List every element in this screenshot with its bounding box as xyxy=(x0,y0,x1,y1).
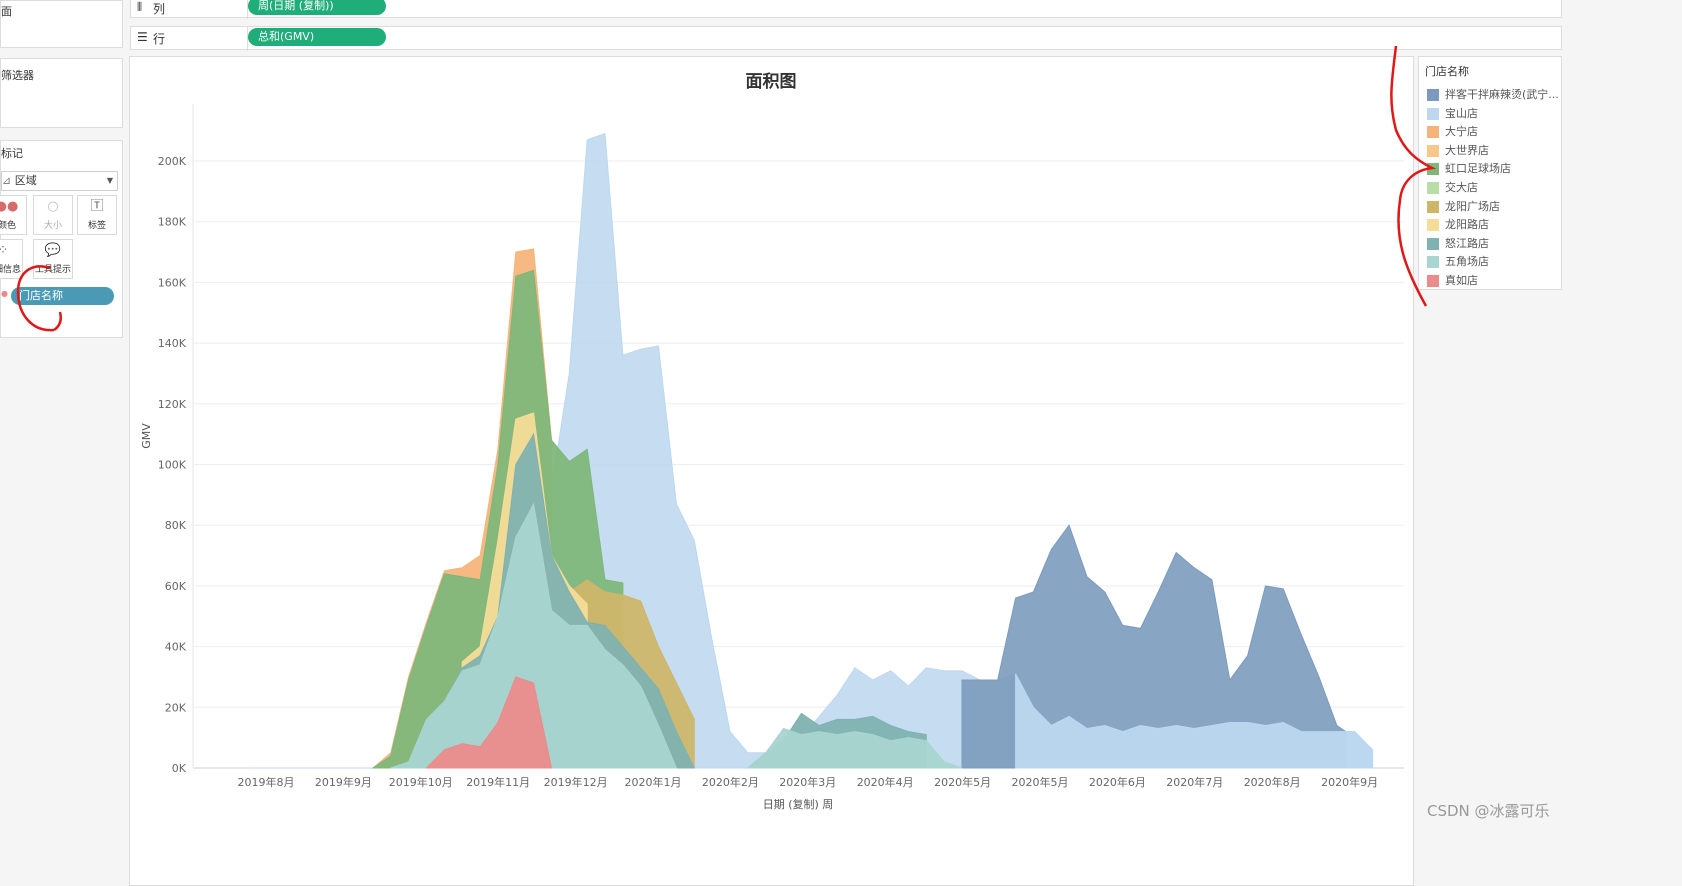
legend-swatch xyxy=(1427,219,1439,232)
legend-label: 大世界店 xyxy=(1445,143,1489,157)
legend-swatch xyxy=(1427,275,1439,287)
size-icon: ○ xyxy=(47,199,59,214)
legend-swatch xyxy=(1427,107,1439,120)
color-field-dots-icon: ● xyxy=(1,289,8,298)
color-dots-icon: ●● xyxy=(0,199,19,214)
legend-swatch xyxy=(1427,182,1439,194)
legend-label: 交大店 xyxy=(1445,181,1478,194)
color-button[interactable]: ●● 颜色 xyxy=(0,195,27,235)
legend-swatch xyxy=(1427,89,1439,101)
legend-item[interactable]: 拌客干拌麻辣烫(武宁... xyxy=(1427,87,1559,103)
mark-type-label: 区域 xyxy=(14,174,37,187)
marks-label: 标记 xyxy=(1,147,23,160)
columns-pill[interactable]: 周(日期 (复制)) xyxy=(248,0,386,15)
legend-item[interactable]: 龙阳广场店 xyxy=(1427,199,1500,215)
legend-label: 龙阳路店 xyxy=(1445,218,1489,232)
detail-icon: ⁘ xyxy=(0,240,22,262)
legend-swatch xyxy=(1427,126,1439,139)
color-field-pill[interactable]: 门店名称 xyxy=(11,287,114,305)
legend-swatch xyxy=(1427,200,1439,213)
legend-item[interactable]: 宝山店 xyxy=(1427,106,1478,122)
legend-label: 五角场店 xyxy=(1445,255,1489,269)
legend-label: 真如店 xyxy=(1445,274,1478,287)
area-mark-icon: ⊿ xyxy=(2,174,12,187)
legend-label: 大宁店 xyxy=(1445,125,1478,139)
size-button[interactable]: ○ 大小 xyxy=(33,195,73,235)
size-button-label: 大小 xyxy=(43,221,62,231)
chart-panel xyxy=(129,56,1414,886)
pages-card: 面 xyxy=(0,0,123,48)
label-button-label: 标签 xyxy=(87,221,106,231)
pages-label: 面 xyxy=(1,5,12,18)
label-button[interactable]: 🅃 标签 xyxy=(77,195,117,235)
legend-item[interactable]: 交大店 xyxy=(1427,180,1478,196)
legend-item[interactable]: 大宁店 xyxy=(1427,124,1478,140)
columns-shelf[interactable]: ⫴ 列 xyxy=(130,0,1562,19)
legend-swatch xyxy=(1427,237,1439,250)
mark-type-dropdown[interactable]: ⊿ 区域 ▼ xyxy=(1,171,118,191)
label-icon: 🅃 xyxy=(90,199,104,214)
legend-title: 门店名称 xyxy=(1425,65,1469,78)
legend-item[interactable]: 五角场店 xyxy=(1427,254,1489,270)
filters-label: 筛选器 xyxy=(1,69,34,82)
columns-icon: ⫴ xyxy=(137,0,143,14)
detail-button[interactable]: ⁘ 详细信息 xyxy=(0,239,23,279)
detail-button-label: 详细信息 xyxy=(0,265,21,275)
chevron-down-icon: ▼ xyxy=(106,176,113,185)
legend-label: 怒江路店 xyxy=(1445,236,1489,250)
tooltip-button[interactable]: 💬 工具提示 xyxy=(33,239,73,279)
watermark: CSDN @冰露可乐 xyxy=(1427,802,1550,820)
rows-icon: ☰ xyxy=(137,30,148,44)
annotation-circle xyxy=(16,265,62,332)
legend-item[interactable]: 真如店 xyxy=(1427,273,1478,289)
rows-label: 行 xyxy=(153,32,166,46)
legend-label: 拌客干拌麻辣烫(武宁... xyxy=(1445,88,1559,101)
rows-pill[interactable]: 总和(GMV) xyxy=(248,28,386,46)
annotation-bracket xyxy=(1390,45,1437,307)
color-button-label: 颜色 xyxy=(0,221,16,231)
legend-label: 宝山店 xyxy=(1445,106,1478,120)
legend-item[interactable]: 怒江路店 xyxy=(1427,236,1489,252)
columns-label: 列 xyxy=(153,2,166,16)
filters-card[interactable]: 筛选器 xyxy=(0,58,123,128)
legend-swatch xyxy=(1427,256,1439,269)
legend-label: 虹口足球场店 xyxy=(1445,162,1511,176)
tooltip-icon: 💬 xyxy=(44,243,62,258)
legend-label: 龙阳广场店 xyxy=(1445,199,1500,213)
legend-item[interactable]: 龙阳路店 xyxy=(1427,217,1489,233)
tooltip-button-label: 工具提示 xyxy=(34,265,71,275)
legend-swatch xyxy=(1427,144,1439,157)
legend-item[interactable]: 大世界店 xyxy=(1427,143,1489,159)
